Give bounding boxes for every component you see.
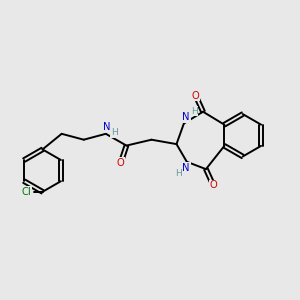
Text: O: O (117, 158, 124, 168)
Text: Cl: Cl (22, 187, 31, 197)
Text: H: H (111, 128, 118, 137)
Text: N: N (182, 112, 190, 122)
Text: H: H (175, 169, 182, 178)
Text: N: N (103, 122, 110, 132)
Text: O: O (192, 91, 200, 100)
Text: N: N (182, 163, 190, 173)
Text: H: H (191, 106, 198, 116)
Text: O: O (209, 180, 217, 190)
